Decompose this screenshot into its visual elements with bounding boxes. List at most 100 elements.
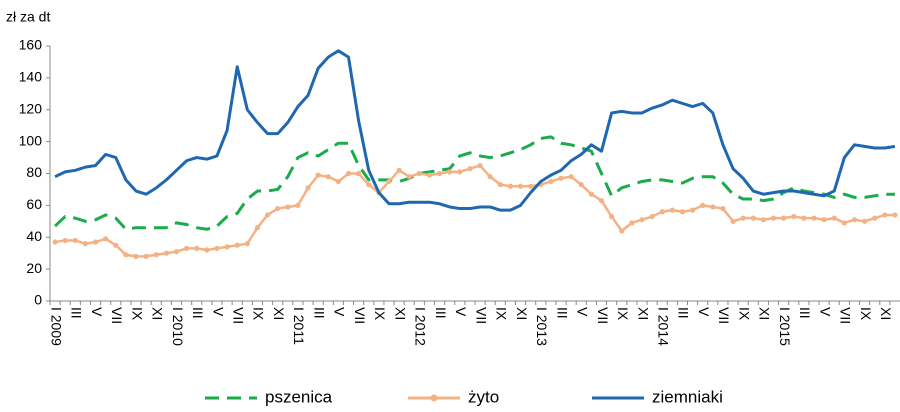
series-marker	[214, 245, 220, 252]
series-marker	[366, 182, 372, 188]
y-axis-title: zł za dt	[6, 9, 50, 25]
x-tick-label: XI	[878, 307, 894, 320]
legend-label: żyto	[468, 387, 499, 406]
series-marker	[315, 172, 321, 178]
series-marker	[558, 175, 564, 181]
series-marker	[447, 169, 453, 175]
x-tick-label: III	[797, 307, 813, 319]
legend-marker	[430, 394, 438, 402]
series-marker	[760, 217, 766, 223]
series-marker	[609, 213, 615, 220]
series-marker	[72, 237, 78, 244]
x-tick-label: V	[453, 307, 469, 317]
series-marker	[517, 183, 524, 189]
x-tick-label: I 2010	[170, 307, 186, 346]
x-tick-label: III	[433, 307, 449, 319]
series-marker	[52, 239, 58, 245]
x-tick-label: III	[69, 307, 85, 319]
x-tick-label: IX	[858, 307, 874, 321]
series-marker	[457, 169, 463, 175]
series-marker	[436, 170, 443, 177]
series-marker	[264, 212, 271, 218]
series-marker	[619, 228, 625, 234]
series-marker	[194, 245, 200, 252]
series-marker	[295, 202, 301, 208]
series-marker	[598, 197, 605, 204]
series-marker	[224, 244, 230, 250]
series-marker	[234, 242, 240, 248]
series-marker	[133, 253, 139, 259]
series-marker	[679, 209, 686, 215]
series-marker	[396, 167, 402, 173]
x-tick-label: III	[311, 307, 327, 319]
series-marker	[477, 162, 483, 169]
y-tick-label: 40	[26, 228, 42, 244]
series-marker	[689, 207, 696, 213]
y-tick-label: 160	[19, 37, 43, 53]
series-marker	[184, 245, 190, 252]
series-marker	[62, 237, 68, 244]
x-tick-label: XI	[757, 307, 773, 320]
series-marker	[851, 217, 858, 223]
series-marker	[467, 166, 473, 172]
series-marker	[659, 209, 665, 215]
x-tick-label: IX	[494, 307, 510, 321]
y-tick-label: 140	[19, 69, 43, 85]
series-marker	[791, 213, 797, 220]
y-tick-label: 120	[19, 100, 43, 116]
series-marker	[841, 220, 847, 226]
series-marker	[163, 250, 169, 256]
y-tick-label: 80	[26, 164, 42, 180]
x-tick-label: V	[210, 307, 226, 317]
x-tick-label: XI	[635, 307, 651, 320]
series-marker	[305, 185, 311, 191]
series-marker	[507, 183, 514, 189]
legend-label: ziemniaki	[652, 387, 723, 406]
x-tick-label: IX	[129, 307, 145, 321]
series-marker	[861, 218, 868, 224]
series-marker	[548, 178, 554, 185]
series-marker	[821, 217, 827, 223]
series-marker	[123, 252, 129, 258]
x-tick-label: XI	[271, 307, 287, 320]
series-marker	[487, 174, 493, 180]
series-marker	[244, 241, 250, 247]
series-marker	[275, 205, 281, 212]
series-marker	[892, 212, 898, 218]
series-marker	[345, 170, 352, 177]
x-tick-label: VII	[352, 307, 368, 324]
series-marker	[82, 241, 89, 247]
series-marker	[497, 182, 503, 188]
series-marker	[750, 215, 756, 221]
series-marker	[710, 204, 716, 210]
series-marker	[103, 236, 109, 242]
x-tick-label: III	[190, 307, 206, 319]
x-tick-label: IX	[251, 307, 267, 321]
x-tick-label: V	[89, 307, 105, 317]
x-tick-label: III	[554, 307, 570, 319]
y-tick-label: 20	[26, 260, 42, 276]
x-tick-label: VII	[473, 307, 489, 324]
series-marker	[153, 252, 159, 258]
series-marker	[92, 239, 99, 245]
series-line	[54, 135, 895, 231]
series-marker	[629, 220, 635, 226]
y-tick-label: 0	[34, 292, 42, 308]
x-tick-label: I 2012	[413, 307, 429, 346]
x-tick-label: IX	[736, 307, 752, 321]
series-marker	[811, 215, 817, 221]
legend-label: pszenica	[265, 387, 333, 406]
series-marker	[578, 182, 584, 188]
series-marker	[356, 170, 362, 177]
series-marker	[335, 178, 341, 185]
series-marker	[649, 213, 655, 220]
series-marker	[730, 218, 736, 224]
x-tick-label: IX	[372, 307, 388, 321]
x-tick-label: I 2015	[777, 307, 793, 346]
series-marker	[528, 183, 534, 189]
x-tick-label: V	[817, 307, 833, 317]
x-tick-label: XI	[392, 307, 408, 320]
series-marker	[568, 174, 574, 180]
series-marker	[639, 217, 645, 223]
